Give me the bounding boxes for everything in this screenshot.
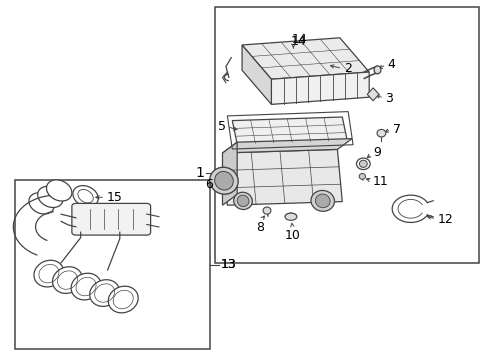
Text: 11: 11 bbox=[372, 175, 388, 188]
Polygon shape bbox=[232, 117, 346, 144]
Ellipse shape bbox=[38, 186, 63, 207]
Text: 7: 7 bbox=[392, 123, 400, 136]
Ellipse shape bbox=[310, 190, 334, 211]
Polygon shape bbox=[222, 142, 237, 205]
Ellipse shape bbox=[373, 66, 380, 74]
Ellipse shape bbox=[46, 180, 72, 201]
Text: 5: 5 bbox=[218, 120, 225, 133]
Ellipse shape bbox=[376, 130, 385, 137]
Ellipse shape bbox=[287, 66, 298, 72]
Text: 6: 6 bbox=[205, 178, 213, 191]
Ellipse shape bbox=[34, 260, 64, 287]
Bar bbox=[15, 180, 210, 349]
Polygon shape bbox=[366, 88, 378, 101]
Text: 1: 1 bbox=[195, 166, 204, 180]
Ellipse shape bbox=[237, 195, 248, 207]
Text: 13: 13 bbox=[221, 258, 236, 271]
Ellipse shape bbox=[285, 213, 296, 220]
Ellipse shape bbox=[358, 174, 365, 179]
Polygon shape bbox=[222, 149, 342, 205]
Ellipse shape bbox=[233, 192, 252, 210]
Text: 12: 12 bbox=[437, 213, 453, 226]
Text: 13: 13 bbox=[221, 258, 236, 271]
Ellipse shape bbox=[263, 207, 270, 214]
Text: 3: 3 bbox=[385, 92, 392, 105]
Text: 2: 2 bbox=[343, 62, 351, 75]
Text: 9: 9 bbox=[372, 146, 380, 159]
Ellipse shape bbox=[307, 72, 313, 78]
Ellipse shape bbox=[52, 267, 82, 293]
Text: 4: 4 bbox=[387, 58, 395, 71]
Polygon shape bbox=[242, 45, 271, 104]
Ellipse shape bbox=[209, 167, 238, 194]
Text: 14: 14 bbox=[290, 35, 305, 48]
Ellipse shape bbox=[356, 158, 369, 170]
Bar bbox=[215, 7, 478, 263]
Polygon shape bbox=[242, 38, 368, 79]
Text: 14: 14 bbox=[291, 33, 306, 46]
Polygon shape bbox=[222, 139, 351, 153]
Ellipse shape bbox=[359, 160, 366, 167]
FancyBboxPatch shape bbox=[72, 203, 150, 235]
Polygon shape bbox=[271, 72, 368, 104]
Ellipse shape bbox=[29, 193, 54, 214]
Ellipse shape bbox=[71, 273, 101, 300]
Ellipse shape bbox=[108, 286, 138, 313]
Text: 8: 8 bbox=[255, 221, 263, 234]
Ellipse shape bbox=[214, 171, 233, 190]
Ellipse shape bbox=[73, 186, 98, 207]
Ellipse shape bbox=[315, 194, 329, 208]
Text: 10: 10 bbox=[284, 229, 300, 242]
Text: 15: 15 bbox=[106, 191, 122, 204]
Ellipse shape bbox=[89, 280, 120, 306]
